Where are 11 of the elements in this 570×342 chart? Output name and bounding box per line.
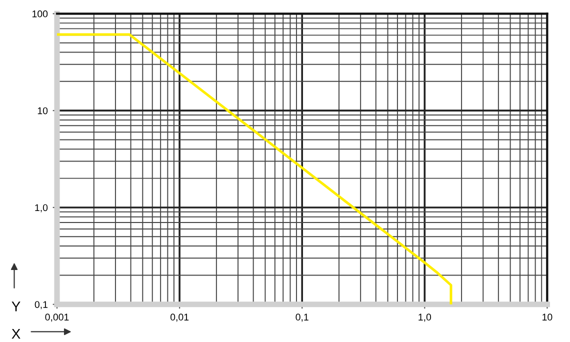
x-tick-label: 0,01 <box>170 314 189 322</box>
y-tick-label: 100 <box>32 10 48 18</box>
x-tick-label: 10 <box>542 314 552 321</box>
y-tick-label: 10 <box>38 107 48 114</box>
y-tick-label: 1,0 <box>35 204 48 212</box>
y-axis-title: Y <box>12 302 20 312</box>
y-tick-label: 0,1 <box>34 301 48 310</box>
x-tick-label: 0,001 <box>45 314 69 322</box>
x-axis-title: X <box>12 329 20 339</box>
x-tick-label: 1,0 <box>418 314 432 322</box>
x-tick-label: 0,1 <box>296 314 308 322</box>
